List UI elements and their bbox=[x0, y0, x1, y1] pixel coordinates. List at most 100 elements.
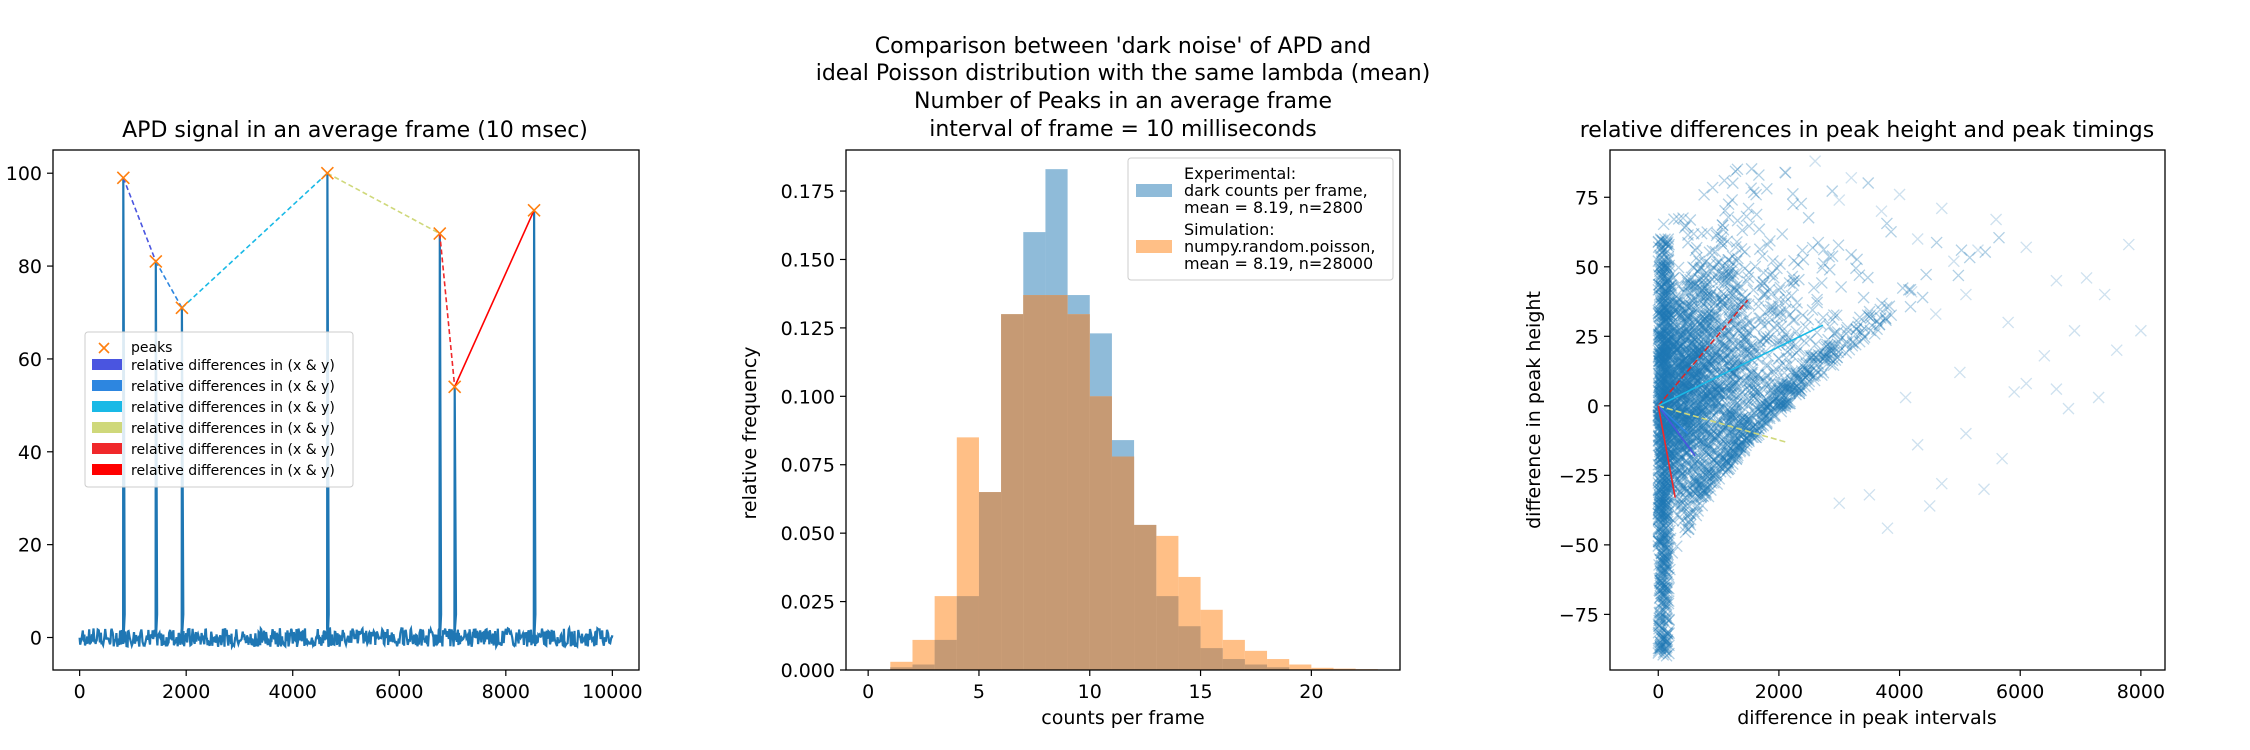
scatter-point bbox=[1753, 223, 1766, 236]
peak-marker bbox=[433, 227, 447, 241]
scatter-point bbox=[1658, 375, 1671, 388]
scatter-point bbox=[1669, 308, 1682, 321]
scatter-point bbox=[1979, 246, 1992, 259]
scatter-point bbox=[1774, 305, 1787, 318]
plot1-ytick-label: 0 bbox=[30, 628, 42, 650]
scatter-point bbox=[1708, 368, 1721, 381]
plot2-xtick-label: 5 bbox=[973, 681, 985, 703]
scatter-point bbox=[1693, 349, 1705, 362]
scatter-point bbox=[1840, 346, 1853, 359]
scatter-point bbox=[1717, 354, 1730, 367]
scatter-point bbox=[1757, 275, 1770, 288]
scatter-point bbox=[1673, 346, 1686, 358]
scatter-point bbox=[1691, 348, 1704, 360]
plot3-points bbox=[1652, 155, 2147, 662]
plot1-ytick-label: 60 bbox=[18, 349, 42, 371]
scatter-point bbox=[1681, 421, 1694, 434]
plot2-legend-swatch bbox=[1136, 240, 1172, 253]
scatter-point bbox=[1675, 331, 1688, 344]
overlap-bar bbox=[1023, 295, 1046, 670]
scatter-point bbox=[1665, 279, 1678, 292]
scatter-point bbox=[1774, 306, 1787, 319]
plot1-ytick-label: 100 bbox=[6, 163, 42, 185]
scatter-point bbox=[1686, 355, 1699, 368]
scatter-point bbox=[1664, 314, 1677, 327]
plot1-xtick-label: 8000 bbox=[482, 681, 530, 703]
overlap-bar bbox=[1267, 667, 1290, 670]
scatter-point bbox=[1655, 469, 1668, 481]
scatter-point bbox=[1712, 351, 1724, 364]
scatter-point bbox=[1709, 402, 1722, 415]
scatter-point bbox=[1792, 371, 1805, 384]
scatter-point bbox=[1661, 334, 1674, 347]
scatter-point bbox=[1667, 416, 1680, 429]
scatter-point bbox=[1665, 374, 1678, 387]
plot2-ylabel: relative frequency bbox=[739, 346, 761, 519]
scatter-point bbox=[1694, 365, 1707, 378]
scatter-point bbox=[1688, 333, 1701, 346]
scatter-point bbox=[1677, 338, 1690, 351]
scatter-point bbox=[1690, 391, 1702, 404]
relative-difference-segment bbox=[181, 172, 328, 309]
scatter-point bbox=[1703, 472, 1716, 485]
scatter-point bbox=[1795, 197, 1808, 210]
scatter-point bbox=[1706, 351, 1719, 364]
scatter-point bbox=[1799, 371, 1812, 384]
scatter-point bbox=[1750, 431, 1763, 444]
plot1-legend-label: relative differences in (x & y) bbox=[131, 442, 335, 458]
scatter-point bbox=[1725, 347, 1738, 359]
plot2-ytick-label: 0.025 bbox=[781, 592, 835, 614]
scatter-point bbox=[1742, 434, 1755, 447]
apd-signal-line bbox=[78, 173, 614, 651]
plot3-ytick-label: 25 bbox=[1575, 326, 1599, 348]
scatter-point bbox=[1790, 367, 1803, 380]
peak-marker bbox=[175, 301, 189, 315]
overlap-bar bbox=[1156, 596, 1179, 670]
scatter-point bbox=[1709, 394, 1722, 407]
plot2-ytick-label: 0.050 bbox=[781, 523, 835, 545]
plot3-ytick-label: −75 bbox=[1559, 604, 1599, 626]
scatter-point bbox=[1663, 352, 1676, 365]
scatter-point bbox=[1664, 343, 1677, 356]
plot1-legend-label: relative differences in (x & y) bbox=[131, 421, 335, 437]
scatter-point bbox=[1673, 380, 1686, 393]
scatter-point bbox=[1703, 440, 1716, 453]
scatter-point bbox=[1669, 498, 1682, 511]
scatter-point bbox=[1657, 472, 1669, 485]
scatter-point bbox=[1672, 401, 1685, 414]
scatter-point bbox=[1658, 361, 1671, 374]
simulation-bar bbox=[1267, 659, 1290, 670]
scatter-point bbox=[1694, 437, 1707, 450]
plot1-legend-swatch bbox=[92, 443, 122, 454]
overlap-bar bbox=[1200, 648, 1223, 670]
scatter-point bbox=[1703, 475, 1716, 488]
scatter-point bbox=[1666, 331, 1679, 344]
scatter-point bbox=[1693, 397, 1706, 410]
scatter-point bbox=[1738, 245, 1751, 258]
scatter-point bbox=[1697, 422, 1710, 435]
overlap-bar bbox=[978, 492, 1002, 670]
scatter-point bbox=[1729, 398, 1742, 411]
scatter-point bbox=[1742, 432, 1755, 445]
overlap-bar bbox=[1134, 524, 1157, 670]
scatter-point bbox=[1655, 309, 1668, 322]
scatter-point bbox=[1666, 321, 1679, 334]
scatter-point bbox=[1658, 313, 1671, 326]
scatter-point bbox=[1728, 281, 1741, 294]
scatter-point bbox=[1714, 386, 1727, 399]
scatter-point bbox=[1774, 311, 1787, 323]
scatter-point bbox=[1691, 499, 1704, 512]
plot2-legend-label: Experimental: bbox=[1184, 164, 1296, 183]
scatter-point bbox=[1776, 324, 1789, 337]
plot3-xtick-label: 2000 bbox=[1755, 681, 1803, 703]
plot2-ytick-label: 0.000 bbox=[781, 660, 835, 682]
scatter-point bbox=[1693, 364, 1706, 377]
scatter-point bbox=[1665, 349, 1678, 362]
scatter-point bbox=[1712, 386, 1725, 399]
scatter-point bbox=[1658, 385, 1671, 398]
scatter-point bbox=[1652, 381, 1665, 394]
peak-marker bbox=[527, 203, 541, 217]
scatter-point bbox=[1658, 310, 1671, 323]
scatter-point bbox=[1725, 388, 1738, 401]
scatter-point bbox=[1751, 403, 1764, 416]
